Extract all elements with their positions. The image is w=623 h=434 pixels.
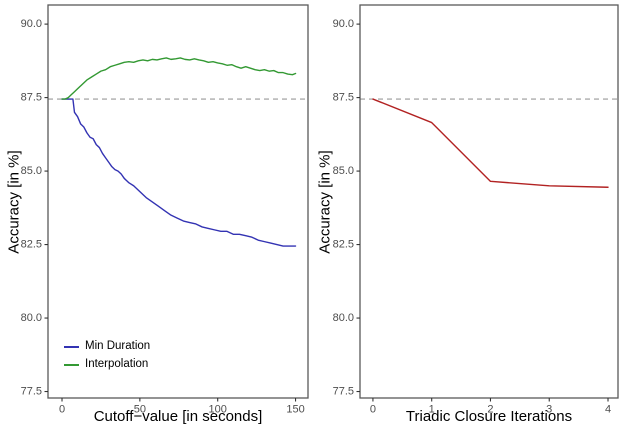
svg-text:80.0: 80.0 [333,312,354,324]
svg-text:77.5: 77.5 [333,386,354,398]
svg-text:4: 4 [605,404,611,416]
svg-text:150: 150 [286,404,304,416]
right-x-axis-title: Triadic Closure Iterations [405,408,573,425]
triadic-plot-canvas: 90.0 87.5 85.0 82.5 80.0 77.5 0 1 2 3 4 [333,4,619,416]
svg-text:80.0: 80.0 [21,312,42,324]
svg-text:2: 2 [487,404,493,416]
svg-text:82.5: 82.5 [21,239,42,251]
svg-text:0: 0 [59,404,65,416]
svg-text:0: 0 [370,404,376,416]
svg-text:3: 3 [546,404,552,416]
left-y-axis-title: Accuracy [in %] [5,149,23,254]
right-y-axis-title: Accuracy [in %] [316,149,334,254]
svg-text:87.5: 87.5 [333,92,354,104]
legend-label-min-duration: Min Duration [85,340,151,352]
svg-text:85.0: 85.0 [21,165,42,177]
svg-text:82.5: 82.5 [333,239,354,251]
legend-item-interpolation: Interpolation [64,358,150,370]
svg-text:90.0: 90.0 [21,18,42,30]
interpolation-key-line [64,363,79,366]
legend-item-min-duration: Min Duration [64,340,151,352]
cutoff-plot-canvas: 90.0 87.5 85.0 82.5 80.0 77.5 0 50 100 150 [21,4,309,416]
svg-text:90.0: 90.0 [333,18,354,30]
svg-text:100: 100 [209,404,227,416]
legend-label-interpolation: Interpolation [85,358,149,370]
svg-text:87.5: 87.5 [21,92,42,104]
svg-text:50: 50 [134,404,146,416]
min-duration-key-line [64,345,79,348]
svg-text:77.5: 77.5 [21,386,42,398]
svg-text:1: 1 [429,404,435,416]
legend: Min Duration Interpolation [64,340,151,370]
svg-text:85.0: 85.0 [333,165,354,177]
triadic-closure-plot: 90.0 87.5 85.0 82.5 80.0 77.5 0 1 2 3 4 Accuracy [… [311,0,623,434]
cutoff-value-plot: 90.0 87.5 85.0 82.5 80.0 77.5 0 50 100 150 Accura… [0,0,311,434]
left-x-axis-title: Cutoff−value [in seconds] [93,408,263,425]
